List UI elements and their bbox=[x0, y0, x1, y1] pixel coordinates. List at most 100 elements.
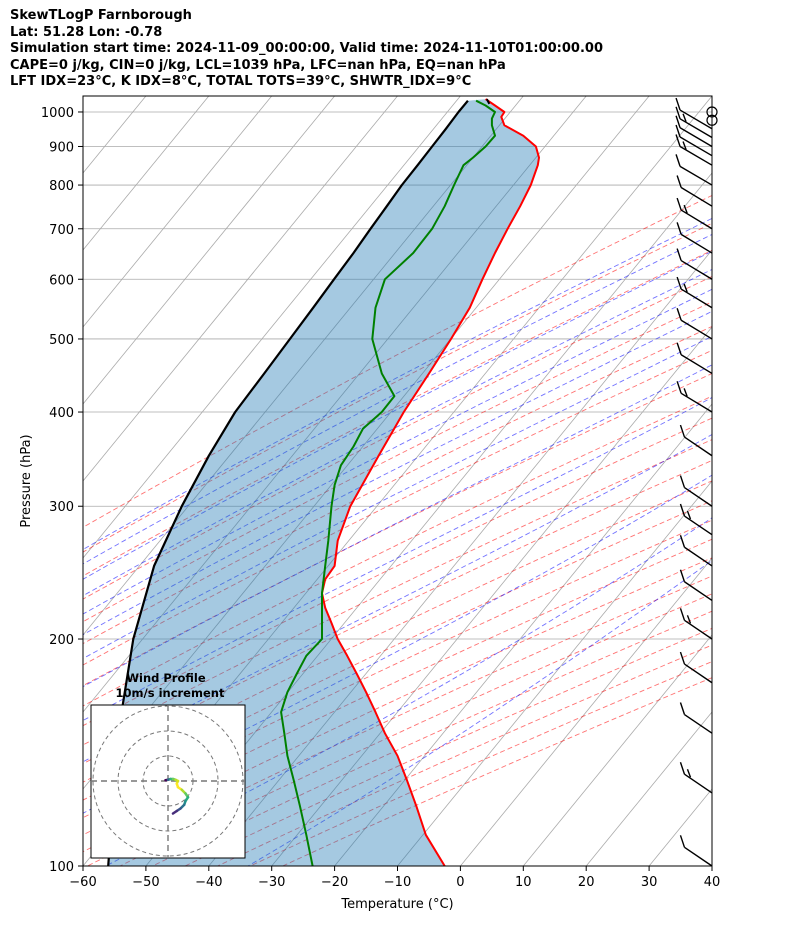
isotherm-line bbox=[460, 557, 712, 866]
wind-barb-staff bbox=[679, 145, 713, 166]
wind-barb-flag bbox=[675, 97, 681, 111]
wind-barb-flag bbox=[679, 569, 686, 582]
wind-barb-staff bbox=[679, 136, 713, 157]
isotherm-line bbox=[83, 96, 210, 251]
wind-barb-staff bbox=[684, 773, 713, 794]
isotherm-line bbox=[83, 96, 335, 405]
wind-barb-flag bbox=[676, 175, 682, 188]
wind-barb-half bbox=[683, 204, 688, 214]
wind-barb-staff bbox=[679, 127, 713, 148]
chart-title: SkewTLogP Farnborough bbox=[10, 8, 192, 23]
dry-adiabat bbox=[83, 194, 712, 528]
isotherm-line bbox=[271, 326, 712, 866]
wind-barb-flag bbox=[679, 475, 686, 488]
y-tick-label: 600 bbox=[49, 273, 74, 288]
x-tick-label: −50 bbox=[132, 875, 159, 890]
dry-adiabat bbox=[152, 610, 712, 866]
x-axis-label: Temperature (°C) bbox=[340, 897, 453, 912]
wind-barb-flag bbox=[679, 835, 686, 848]
y-tick-label: 200 bbox=[49, 633, 74, 648]
dry-adiabat bbox=[83, 276, 712, 600]
x-tick-label: 30 bbox=[641, 875, 658, 890]
dry-adiabat bbox=[83, 325, 712, 645]
isotherm-line bbox=[334, 403, 712, 866]
dewpoint-line bbox=[280, 99, 496, 866]
wind-barb-flag bbox=[675, 154, 681, 167]
x-tick-label: −40 bbox=[195, 875, 222, 890]
wind-barb-half bbox=[683, 388, 688, 397]
moist-adiabat bbox=[83, 474, 712, 814]
wind-barb-flag bbox=[679, 503, 686, 517]
wind-barb-staff bbox=[684, 846, 713, 867]
isotherm-line bbox=[83, 96, 524, 636]
hodograph-segment bbox=[171, 809, 178, 815]
y-tick-label: 700 bbox=[49, 223, 74, 238]
wind-barb-staff bbox=[684, 581, 713, 602]
x-tick-label: 10 bbox=[515, 875, 532, 890]
stability-text: LFT IDX=23°C, K IDX=8°C, TOTAL TOTS=39°C… bbox=[10, 74, 472, 89]
wind-barb-flag bbox=[675, 124, 681, 138]
parcel-line bbox=[107, 99, 469, 866]
wind-barb-flag bbox=[676, 197, 682, 211]
isotherm-line bbox=[208, 249, 712, 866]
wind-barb-flag bbox=[676, 308, 682, 321]
wind-barb-staff bbox=[684, 486, 713, 507]
wind-barb-staff bbox=[680, 319, 713, 340]
dry-adiabat bbox=[83, 349, 712, 666]
y-tick-label: 300 bbox=[49, 500, 74, 515]
dry-adiabat bbox=[83, 222, 712, 553]
wind-barb-flag bbox=[676, 222, 682, 235]
calm-wind-circle bbox=[706, 106, 718, 118]
wind-barb-staff bbox=[680, 259, 713, 280]
isotherm-line bbox=[648, 788, 712, 866]
wind-barb-flag bbox=[675, 106, 681, 120]
y-tick-label: 100 bbox=[49, 860, 74, 875]
wind-barb-half bbox=[683, 283, 688, 293]
isotherm-line bbox=[397, 480, 712, 866]
stability-line: LFT IDX=23°C, K IDX=8°C, TOTAL TOTS=39°C… bbox=[10, 74, 603, 91]
isotherm-line bbox=[522, 634, 712, 866]
time-line: Simulation start time: 2024-11-09_00:00:… bbox=[10, 41, 603, 56]
mixing-ratio-line bbox=[736, 96, 794, 276]
isotherm-line bbox=[585, 711, 712, 866]
y-tick-label: 500 bbox=[49, 333, 74, 348]
wind-barb-staff bbox=[680, 186, 713, 207]
wind-barb-flag bbox=[676, 342, 682, 355]
moist-adiabat bbox=[83, 433, 712, 763]
wind-barb-half bbox=[686, 768, 692, 778]
wind-barb-flag bbox=[679, 762, 686, 775]
hodograph-plot bbox=[91, 705, 245, 858]
dry-adiabat bbox=[184, 627, 712, 866]
wind-barb-staff bbox=[684, 619, 713, 640]
wind-barb-staff bbox=[680, 288, 713, 309]
chart-title-block: SkewTLogP Farnborough Lat: 51.28 Lon: -0… bbox=[10, 8, 603, 91]
wind-barb-flag bbox=[676, 381, 682, 394]
dry-adiabat bbox=[83, 249, 712, 577]
moist-adiabat bbox=[83, 288, 712, 615]
cin-shaded-area bbox=[108, 99, 539, 866]
isotherm-line bbox=[145, 172, 712, 866]
wind-barb-flag bbox=[676, 276, 682, 290]
isotherm-line bbox=[83, 96, 398, 482]
isotherm-line bbox=[83, 96, 84, 97]
isotherm-line bbox=[711, 865, 712, 866]
wind-barb-staff bbox=[680, 209, 713, 230]
isotherm-line bbox=[83, 96, 273, 328]
wind-barb-flag bbox=[679, 651, 686, 665]
x-tick-label: −10 bbox=[384, 875, 411, 890]
isotherm-line bbox=[83, 96, 587, 713]
moist-adiabat bbox=[83, 250, 712, 580]
wind-barb-flag bbox=[679, 535, 686, 548]
wind-barb-flag bbox=[679, 702, 686, 715]
x-tick-label: 0 bbox=[456, 875, 464, 890]
wind-barb-flag bbox=[679, 608, 686, 621]
x-tick-label: 20 bbox=[578, 875, 595, 890]
x-tick-label: −60 bbox=[69, 875, 96, 890]
wind-barb-staff bbox=[684, 713, 713, 734]
wind-barb-staff bbox=[679, 109, 713, 130]
indices-line: CAPE=0 j/kg, CIN=0 j/kg, LCL=1039 hPa, L… bbox=[10, 57, 506, 73]
temperature-line bbox=[321, 98, 540, 866]
wind-barb-flag bbox=[679, 424, 686, 438]
location-line: Lat: 51.28 Lon: -0.78 bbox=[10, 24, 163, 40]
